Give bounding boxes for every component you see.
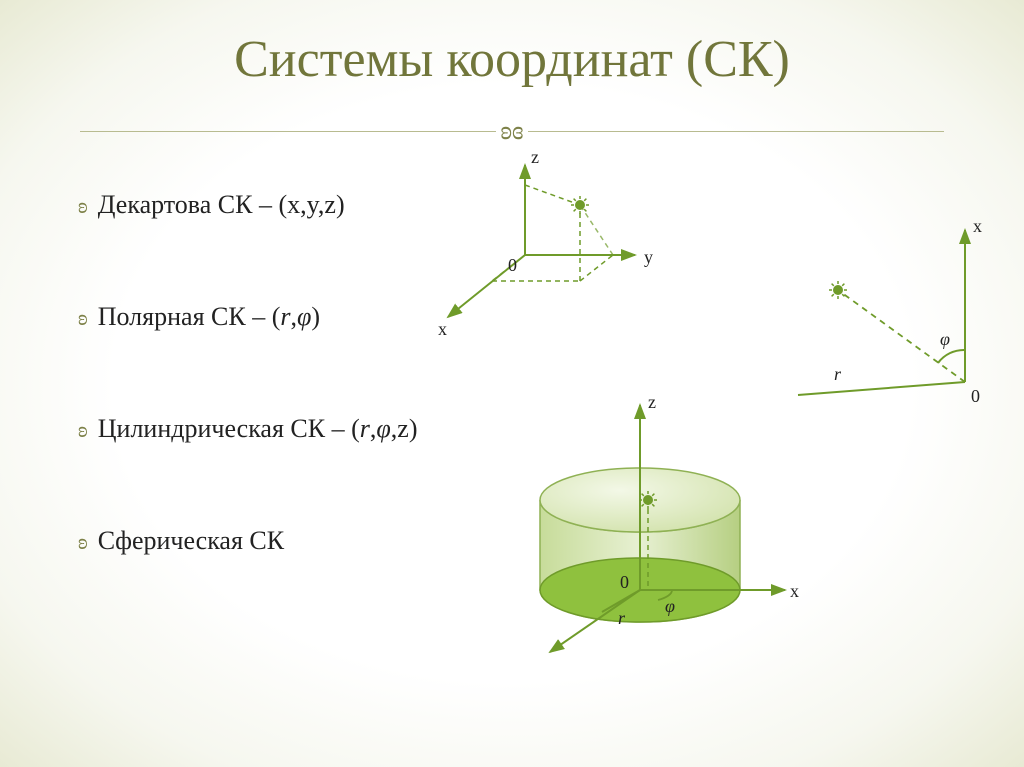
- bullet-label-post: ): [311, 302, 320, 331]
- svg-text:x: x: [973, 216, 982, 236]
- svg-text:x: x: [438, 319, 447, 339]
- polar-diagram: x 0 r φ: [770, 210, 1000, 420]
- bullet-coords-phi: φ: [376, 414, 390, 443]
- bullet-coords-r: r: [360, 414, 370, 443]
- bullet-icon: ʚ: [78, 305, 88, 331]
- svg-text:y: y: [644, 247, 653, 267]
- svg-text:x: x: [790, 581, 799, 601]
- bullet-label: Сферическая СК: [98, 526, 284, 556]
- bullet-coords: r: [280, 302, 290, 331]
- bullet-label-post: ): [336, 190, 345, 219]
- svg-text:r: r: [618, 608, 626, 628]
- svg-text:z: z: [531, 147, 539, 167]
- svg-text:0: 0: [971, 386, 980, 406]
- bullet-icon: ʚ: [78, 529, 88, 555]
- bullet-polar: ʚ Полярная СК – (r,φ): [78, 302, 418, 332]
- svg-text:z: z: [648, 392, 656, 412]
- svg-text:0: 0: [508, 255, 517, 275]
- bullet-coords: x,y,z: [287, 190, 336, 219]
- page-title: Системы координат (СК): [0, 30, 1024, 89]
- svg-text:r: r: [834, 364, 842, 384]
- bullet-spherical: ʚ Сферическая СК: [78, 526, 418, 556]
- bullet-icon: ʚ: [78, 417, 88, 443]
- bullet-list: ʚ Декартова СК – (x,y,z) ʚ Полярная СК –…: [78, 190, 418, 638]
- bullet-label: Декартова СК – (: [98, 190, 287, 219]
- bullet-cylindrical: ʚ Цилиндрическая СК – (r,φ,z): [78, 414, 418, 444]
- svg-text:φ: φ: [665, 596, 675, 616]
- svg-text:φ: φ: [940, 329, 950, 349]
- svg-text:0: 0: [620, 572, 629, 592]
- bullet-icon: ʚ: [78, 193, 88, 219]
- bullet-cartesian: ʚ Декартова СК – (x,y,z): [78, 190, 418, 220]
- ornament-icon: ʚɞ: [496, 118, 527, 144]
- cartesian-diagram: z y x 0: [430, 145, 680, 345]
- bullet-label-post: ): [409, 414, 418, 443]
- bullet-label: Полярная СК – (: [98, 302, 281, 331]
- title-divider: ʚɞ: [80, 116, 944, 146]
- cylindrical-diagram: z x 0 r φ: [500, 390, 820, 670]
- bullet-label: Цилиндрическая СК – (: [98, 414, 360, 443]
- bullet-coords-phi: φ: [297, 302, 311, 331]
